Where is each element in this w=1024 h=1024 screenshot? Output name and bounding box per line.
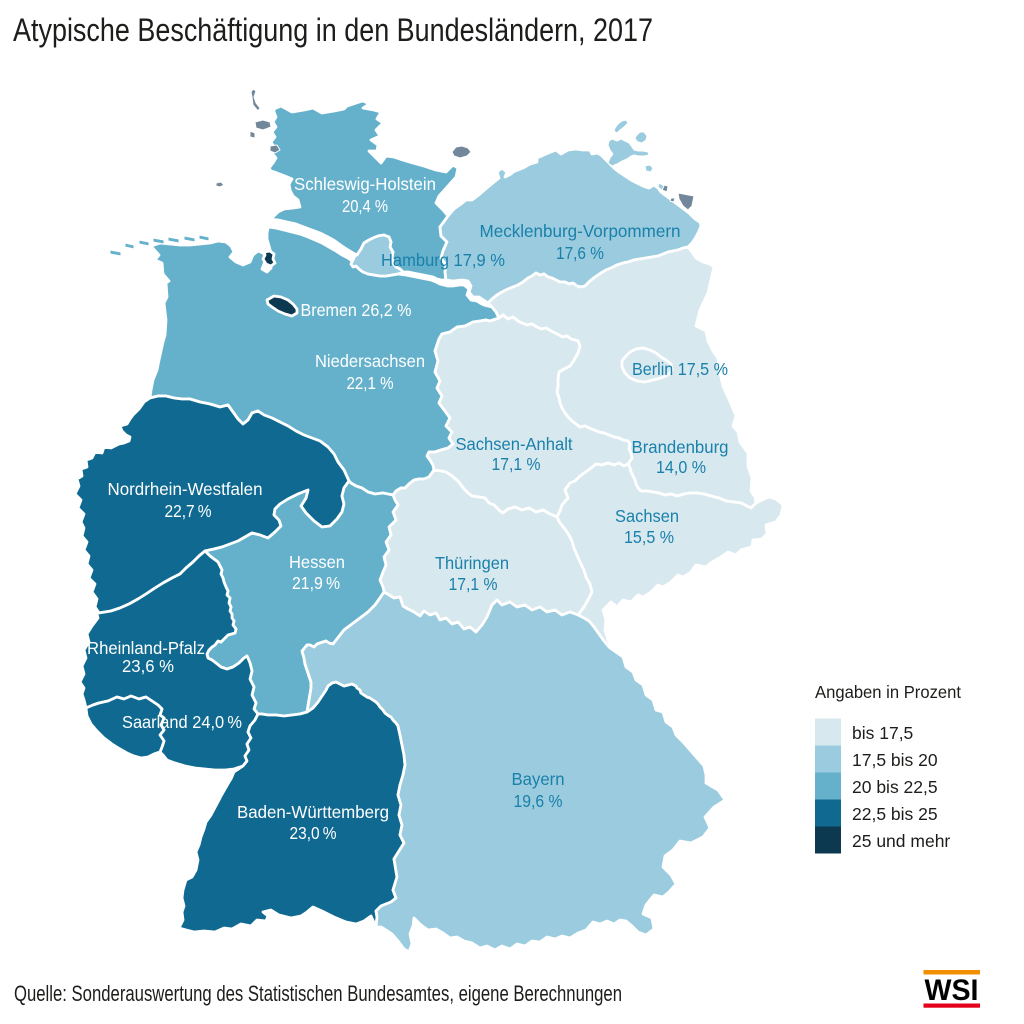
svg-text:Schleswig-Holstein: Schleswig-Holstein (294, 174, 436, 194)
svg-text:20 bis 22,5: 20 bis 22,5 (852, 777, 938, 797)
svg-text:Nordrhein-Westfalen: Nordrhein-Westfalen (108, 479, 263, 499)
svg-text:Brandenburg: Brandenburg (632, 437, 729, 457)
svg-text:21,9 %: 21,9 % (292, 573, 340, 593)
svg-text:17,6 %: 17,6 % (556, 243, 604, 263)
svg-text:22,7 %: 22,7 % (165, 501, 212, 521)
svg-text:15,5 %: 15,5 % (624, 527, 674, 547)
svg-text:22,1 %: 22,1 % (347, 373, 394, 393)
svg-text:Saarland 24,0 %: Saarland 24,0 % (122, 712, 242, 732)
svg-text:Rheinland-Pfalz: Rheinland-Pfalz (87, 638, 205, 658)
svg-text:Thüringen: Thüringen (435, 553, 509, 573)
svg-text:Bayern: Bayern (512, 769, 565, 789)
svg-text:Atypische Beschäftigung in den: Atypische Beschäftigung in den Bundeslän… (13, 12, 653, 48)
svg-text:22,5 bis 25: 22,5 bis 25 (852, 804, 938, 824)
svg-text:bis 17,5: bis 17,5 (852, 723, 913, 743)
svg-text:Mecklenburg-Vorpommern: Mecklenburg-Vorpommern (480, 221, 681, 241)
svg-text:Hessen: Hessen (289, 552, 345, 572)
svg-text:Niedersachsen: Niedersachsen (315, 351, 425, 371)
svg-text:Sachsen-Anhalt: Sachsen-Anhalt (456, 434, 573, 454)
svg-text:Berlin 17,5 %: Berlin 17,5 % (632, 359, 728, 379)
svg-text:20,4 %: 20,4 % (342, 196, 388, 216)
svg-text:14,0 %: 14,0 % (656, 457, 706, 477)
svg-text:Sachsen: Sachsen (615, 506, 679, 526)
svg-text:23,6 %: 23,6 % (122, 656, 174, 676)
svg-text:Quelle: Sonderauswertung des S: Quelle: Sonderauswertung des Statistisch… (14, 981, 622, 1006)
svg-text:23,0 %: 23,0 % (290, 823, 337, 843)
svg-text:Hamburg 17,9 %: Hamburg 17,9 % (381, 250, 505, 270)
svg-text:WSI: WSI (925, 974, 979, 1007)
svg-text:Baden-Württemberg: Baden-Württemberg (237, 802, 389, 822)
svg-text:25 und mehr: 25 und mehr (852, 831, 950, 851)
svg-text:Bremen 26,2 %: Bremen 26,2 % (301, 300, 412, 320)
svg-text:17,1 %: 17,1 % (492, 454, 541, 474)
svg-text:Angaben in Prozent: Angaben in Prozent (815, 682, 961, 702)
svg-text:17,1 %: 17,1 % (449, 574, 498, 594)
svg-text:17,5 bis 20: 17,5 bis 20 (852, 750, 938, 770)
svg-text:19,6 %: 19,6 % (514, 791, 563, 811)
